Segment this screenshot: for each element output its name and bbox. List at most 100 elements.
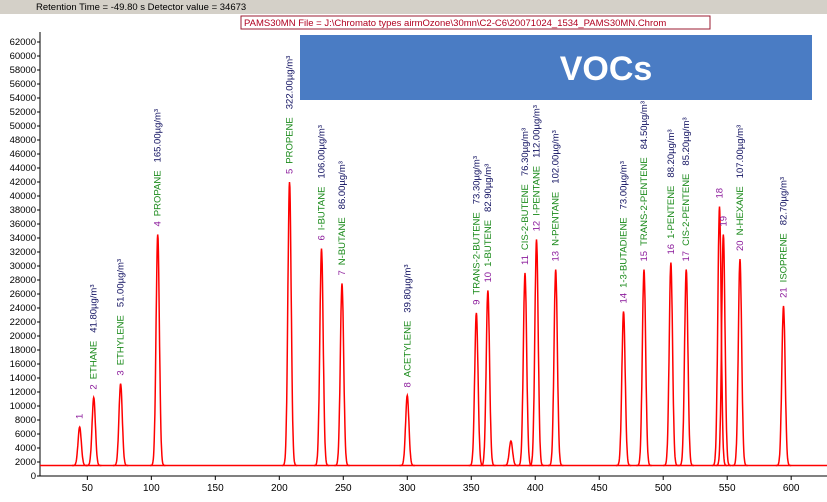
y-tick-label: 8000 bbox=[15, 415, 36, 426]
peak-number: 8 bbox=[402, 382, 413, 387]
y-tick-label: 54000 bbox=[10, 93, 36, 104]
peak-amount: 106.00µg/m³ bbox=[317, 125, 328, 179]
x-tick-label: 150 bbox=[207, 483, 224, 494]
peak-name: PROPENE bbox=[285, 117, 296, 163]
peak-name: N-BUTANE bbox=[337, 217, 348, 265]
y-tick-label: 42000 bbox=[10, 177, 36, 188]
peak-annotation: 12 I-PENTANE 112.00µg/m³ bbox=[532, 105, 543, 231]
peak-annotation: 8 ACETYLENE 39.80µg/m³ bbox=[402, 264, 413, 387]
y-tick-label: 30000 bbox=[10, 261, 36, 272]
peak bbox=[112, 383, 129, 467]
peak-amount: 88.20µg/m³ bbox=[666, 129, 677, 177]
peak bbox=[313, 248, 330, 467]
y-tick-label: 48000 bbox=[10, 135, 36, 146]
peak-annotation: 19 bbox=[718, 216, 729, 227]
peak bbox=[711, 206, 728, 467]
peak bbox=[468, 312, 484, 467]
peak bbox=[663, 262, 679, 467]
peak-name: I-BUTANE bbox=[317, 187, 328, 231]
y-tick-label: 16000 bbox=[10, 359, 36, 370]
peak-amount: 102.00µg/m³ bbox=[551, 130, 562, 184]
peak-name: PROPANE bbox=[153, 170, 164, 216]
y-tick-label: 56000 bbox=[10, 79, 36, 90]
y-tick-label: 20000 bbox=[10, 331, 36, 342]
peak-annotation: 4 PROPANE 165.00µg/m³ bbox=[153, 109, 164, 227]
peak-annotation: 13 N-PENTANE 102.00µg/m³ bbox=[551, 130, 562, 261]
peak bbox=[732, 258, 748, 467]
peak-name: ISOPRENE bbox=[778, 233, 789, 282]
peak-number: 13 bbox=[551, 251, 562, 262]
x-tick-label: 550 bbox=[719, 483, 736, 494]
peak-amount: 85.20µg/m³ bbox=[681, 117, 692, 165]
x-tick-label: 100 bbox=[143, 483, 160, 494]
peak-annotation: 6 I-BUTANE 106.00µg/m³ bbox=[317, 125, 328, 240]
peak-name: N-HEXANE bbox=[735, 186, 746, 235]
peak bbox=[678, 269, 694, 467]
y-tick-label: 32000 bbox=[10, 247, 36, 258]
peak-amount: 51.00µg/m³ bbox=[116, 259, 127, 307]
peak-number: 17 bbox=[681, 251, 692, 262]
peak-annotation: 5 PROPENE 322.00µg/m³ bbox=[285, 56, 296, 174]
peak-number: 9 bbox=[471, 300, 482, 305]
y-tick-label: 50000 bbox=[10, 121, 36, 132]
peak bbox=[72, 425, 88, 467]
peak-name: ACETYLENE bbox=[402, 321, 413, 378]
peak bbox=[548, 269, 564, 467]
peak-name: ETHANE bbox=[89, 341, 100, 380]
x-tick-label: 600 bbox=[783, 483, 800, 494]
peak-amount: 73.30µg/m³ bbox=[471, 156, 482, 204]
y-tick-label: 60000 bbox=[10, 51, 36, 62]
peak-number: 12 bbox=[532, 221, 543, 232]
x-tick-label: 200 bbox=[271, 483, 288, 494]
y-tick-label: 6000 bbox=[15, 429, 36, 440]
peak bbox=[281, 181, 298, 467]
peak-amount: 86.00µg/m³ bbox=[337, 161, 348, 209]
peak bbox=[503, 439, 519, 467]
peak-annotation: 16 1-PENTENE 88.20µg/m³ bbox=[666, 129, 677, 254]
peak-number: 6 bbox=[317, 235, 328, 240]
peak-annotation: 9 TRANS-2-BUTENE 73.30µg/m³ bbox=[471, 156, 482, 305]
peak-name: N-PENTANE bbox=[551, 192, 562, 246]
title-box bbox=[240, 15, 711, 30]
y-tick-label: 0 bbox=[31, 471, 36, 482]
peak-number: 5 bbox=[285, 169, 296, 174]
peak bbox=[715, 234, 731, 467]
peak-annotation: 10 1-BUTENE 82.90µg/m³ bbox=[483, 164, 494, 283]
peak-number: 20 bbox=[735, 240, 746, 251]
peak bbox=[86, 394, 102, 467]
peak-annotation: 3 ETHYLENE 51.00µg/m³ bbox=[116, 259, 127, 376]
peak-annotation: 18 bbox=[715, 188, 726, 199]
y-tick-label: 62000 bbox=[10, 37, 36, 48]
peak-name: 1-PENTENE bbox=[666, 186, 677, 239]
peak-amount: 73.00µg/m³ bbox=[619, 161, 630, 209]
peak-amount: 82.70µg/m³ bbox=[778, 177, 789, 225]
peak-number: 3 bbox=[116, 370, 127, 375]
peak-annotation: 11 CIS-2-BUTENE 76.30µg/m³ bbox=[520, 128, 531, 265]
peak-number: 14 bbox=[619, 293, 630, 304]
peak-annotation: 20 N-HEXANE 107.00µg/m³ bbox=[735, 125, 746, 251]
y-tick-label: 46000 bbox=[10, 149, 36, 160]
peak-name: 1-3-BUTADIENE bbox=[619, 217, 630, 288]
y-tick-label: 18000 bbox=[10, 345, 36, 356]
x-tick-label: 350 bbox=[463, 483, 480, 494]
peak-name: TRANS-2-BUTENE bbox=[471, 212, 482, 294]
peak-number: 11 bbox=[520, 255, 531, 265]
y-tick-label: 52000 bbox=[10, 107, 36, 118]
peak-annotation: 15 TRANS-2-PENTENE 84.50µg/m³ bbox=[639, 101, 650, 262]
y-tick-label: 58000 bbox=[10, 65, 36, 76]
peak-amount: 39.80µg/m³ bbox=[402, 264, 413, 312]
y-tick-label: 40000 bbox=[10, 191, 36, 202]
y-tick-label: 28000 bbox=[10, 275, 36, 286]
peak-number: 18 bbox=[715, 188, 726, 199]
peak bbox=[517, 272, 533, 467]
peak bbox=[480, 290, 496, 467]
y-tick-label: 4000 bbox=[15, 443, 36, 454]
peak bbox=[615, 311, 632, 467]
y-tick-label: 22000 bbox=[10, 317, 36, 328]
y-tick-label: 14000 bbox=[10, 373, 36, 384]
peak-annotation: 14 1-3-BUTADIENE 73.00µg/m³ bbox=[619, 161, 630, 303]
y-tick-label: 26000 bbox=[10, 289, 36, 300]
peak-amount: 322.00µg/m³ bbox=[285, 56, 296, 110]
peak-number: 15 bbox=[639, 251, 650, 262]
